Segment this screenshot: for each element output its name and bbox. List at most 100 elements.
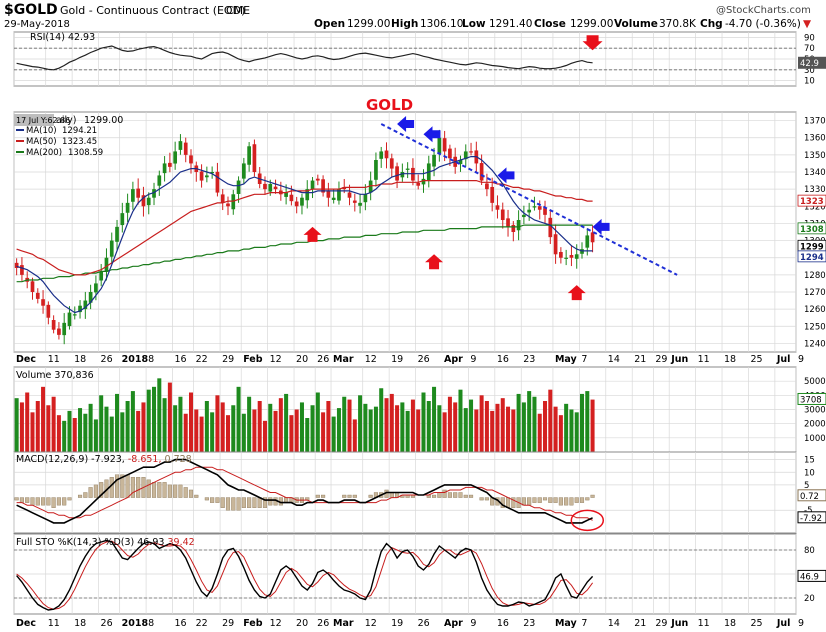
up-arrow-icon [567, 285, 586, 301]
x-tick-label: Jul [776, 618, 791, 629]
candle-body [273, 186, 278, 190]
candle-body [500, 209, 505, 220]
volume-bar [78, 408, 83, 452]
x-tick-label: 8 [148, 354, 154, 365]
volume-bar [437, 405, 442, 452]
up-arrow-icon [425, 254, 444, 270]
volume-bar [384, 398, 389, 452]
price-panel: 1370136013501340133013201310130012901280… [13, 111, 826, 353]
volume-bar [590, 399, 595, 452]
volume-bar [236, 386, 241, 452]
x-tick-label: 21 [634, 618, 646, 629]
volume-panel-y-tick-label: 1000 [804, 434, 826, 444]
x-tick-label: May [555, 354, 578, 365]
volume-bar [152, 386, 157, 452]
candle-body [136, 188, 141, 198]
macd-histogram-bar [194, 494, 199, 498]
price-value-tag-text: 1294 [800, 253, 824, 263]
x-tick-label: Dec [16, 354, 36, 365]
volume-bar [363, 403, 368, 452]
volume-panel-y-tick-label: 5000 [804, 377, 826, 387]
candle-body [205, 175, 209, 178]
candle-body [516, 220, 521, 231]
volume-bar [458, 389, 463, 452]
x-tick-label: Feb [243, 618, 263, 629]
x-tick-label: 9 [798, 618, 804, 629]
macd-histogram-bar [268, 497, 273, 506]
macd-histogram-bar [484, 497, 489, 501]
trendline [380, 123, 678, 276]
x-tick-label: Feb [243, 354, 263, 365]
volume-bar [326, 401, 331, 452]
candle-body [337, 189, 341, 201]
macd-histogram-bar [67, 497, 72, 501]
x-tick-label: 11 [698, 354, 710, 365]
x-tick-label: 18 [74, 354, 86, 365]
volume-bar [585, 391, 590, 452]
volume-bar [558, 415, 563, 452]
candle-body [183, 142, 188, 155]
legend-name: MA(10) [26, 126, 57, 136]
candle-body [405, 168, 410, 170]
legend-value: 1308.59 [68, 148, 103, 158]
x-tick-label: 14 [608, 618, 620, 629]
macd-histogram-bar [188, 489, 194, 498]
macd-histogram-bar [173, 484, 178, 498]
macd-histogram-bar [210, 497, 215, 503]
candle-body [511, 224, 516, 232]
volume-bar [358, 395, 363, 452]
volume-bar [315, 392, 320, 452]
volume-panel-y-tick-label: 2000 [804, 420, 826, 430]
candle-body [51, 320, 56, 330]
macd-histogram-bar [437, 492, 442, 498]
macd-histogram-bar [347, 494, 352, 498]
candle-body [30, 281, 35, 292]
candle-body [57, 328, 61, 335]
x-tick-label: 9 [798, 354, 804, 365]
macd-panel: 15 10 5 -5 MACD(12,26,9) -7.923, -8.651, 0.7… [13, 451, 826, 534]
stochastic-value-tag-text: 46.9 [800, 572, 819, 582]
close-value: 1299.00 [570, 18, 613, 30]
volume-bar [321, 412, 326, 452]
volume-bar [543, 401, 548, 452]
volume-bar [400, 402, 405, 452]
candle-body [99, 271, 104, 281]
stochastic-panel: 805020Full STO %K(14,3) %D(3) 46.93 39.4… [13, 533, 826, 615]
macd-histogram-bar [93, 484, 98, 498]
price-panel-y-tick-label: 1260 [804, 305, 826, 315]
volume-bar [373, 406, 378, 452]
macd-histogram-bar [458, 492, 463, 498]
blue-arrow-icon [397, 116, 415, 132]
x-tick-label: 2018 [122, 354, 149, 365]
chart-date: 29-May-2018 [4, 19, 70, 30]
bottom-x-axis: Dec 11 18 26 2018 8 16 22 29 Feb 12 20 26 Mar 12 19 26 Ap… [16, 618, 804, 629]
volume-bar [537, 413, 542, 452]
candle-body [448, 148, 452, 159]
volume-bar [162, 398, 167, 452]
macd-value-tag-text: -7.92 [800, 514, 822, 524]
x-tick-label: 29 [222, 618, 234, 629]
volume-bar [569, 409, 574, 452]
macd-histogram-bar [114, 474, 120, 498]
macd-histogram-bar [88, 487, 93, 498]
x-tick-label: Dec [16, 618, 36, 629]
candle-body [284, 192, 288, 197]
macd-histogram-bar [225, 497, 231, 511]
volume-bar [104, 406, 109, 452]
volume-bar [289, 415, 294, 452]
price-value-tag [797, 250, 826, 263]
macd-histogram-bar [442, 489, 447, 498]
macd-highlight-circle [570, 509, 605, 532]
rsi-down-arrow-icon [582, 35, 603, 51]
candle-body [115, 226, 119, 242]
macd-histogram-bar [231, 497, 236, 511]
volume-bar [432, 386, 437, 452]
x-tick-label: 29 [222, 354, 234, 365]
volume-bar [379, 388, 384, 452]
macd-histogram-bar [178, 484, 183, 498]
x-tick-label: May [555, 618, 578, 629]
macd-histogram-bar [564, 497, 569, 506]
rsi-panel-y-tick-label: 90 [804, 33, 815, 43]
volume-bar [210, 412, 215, 452]
